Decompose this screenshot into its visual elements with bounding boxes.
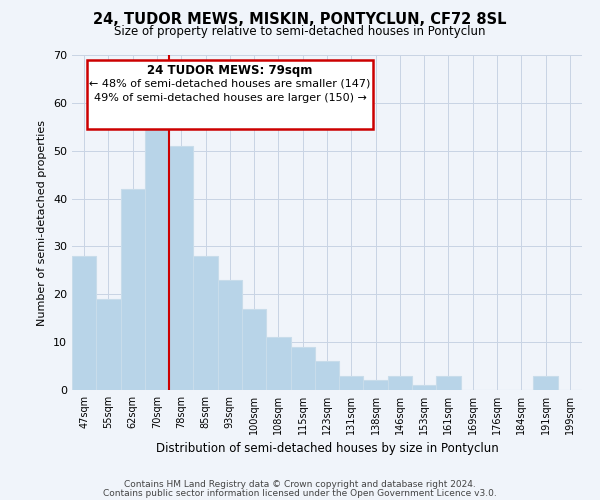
Bar [315,362,339,390]
Bar [121,189,145,390]
Text: ← 48% of semi-detached houses are smaller (147): ← 48% of semi-detached houses are smalle… [89,78,371,88]
Bar [169,146,193,390]
Y-axis label: Number of semi-detached properties: Number of semi-detached properties [37,120,47,326]
X-axis label: Distribution of semi-detached houses by size in Pontyclun: Distribution of semi-detached houses by … [155,442,499,456]
Bar [339,376,364,390]
Bar [218,280,242,390]
Text: Contains public sector information licensed under the Open Government Licence v3: Contains public sector information licen… [103,488,497,498]
Text: 24, TUDOR MEWS, MISKIN, PONTYCLUN, CF72 8SL: 24, TUDOR MEWS, MISKIN, PONTYCLUN, CF72 … [93,12,507,28]
Bar [388,376,412,390]
FancyBboxPatch shape [88,60,373,128]
Text: 49% of semi-detached houses are larger (150) →: 49% of semi-detached houses are larger (… [94,92,367,102]
Bar [436,376,461,390]
Text: 24 TUDOR MEWS: 79sqm: 24 TUDOR MEWS: 79sqm [148,64,313,76]
Bar [96,299,121,390]
Bar [290,347,315,390]
Bar [266,338,290,390]
Bar [412,385,436,390]
Bar [193,256,218,390]
Text: Contains HM Land Registry data © Crown copyright and database right 2024.: Contains HM Land Registry data © Crown c… [124,480,476,489]
Bar [242,308,266,390]
Bar [145,122,169,390]
Bar [72,256,96,390]
Text: Size of property relative to semi-detached houses in Pontyclun: Size of property relative to semi-detach… [114,25,486,38]
Bar [364,380,388,390]
Bar [533,376,558,390]
